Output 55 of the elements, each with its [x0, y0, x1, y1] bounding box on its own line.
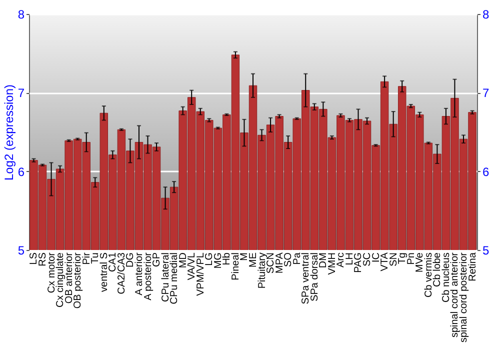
x-tick-label: SPa dorsal	[309, 252, 320, 302]
x-tick-label: CA1	[108, 252, 119, 272]
x-tick-label: A posterior	[142, 252, 154, 300]
x-tick-label: ME	[248, 252, 259, 268]
x-tick-label: Hb	[222, 252, 233, 266]
y2-tick-label: 8	[482, 8, 490, 22]
x-tick-label: SC	[362, 252, 374, 266]
x-tick-label: Pn	[406, 252, 417, 265]
y-tick-label: 5	[18, 244, 25, 258]
x-tick-label: Cb vermis	[423, 252, 434, 298]
x-tick-label: VMH	[326, 252, 338, 275]
y-tick-label: 6	[18, 164, 25, 179]
x-tick-label: LS	[28, 252, 40, 265]
y2-tick-label: 6	[482, 164, 490, 179]
x-tick-label: Retina	[467, 252, 478, 282]
x-tick-label: CPu medial	[169, 252, 180, 304]
x-tick-label: DG	[125, 252, 136, 268]
x-tick-label: MG	[212, 252, 224, 269]
x-tick-label: Pir	[81, 252, 92, 265]
x-tick-label: spinal cord anterior	[450, 252, 461, 338]
y2-tick-label: 5	[482, 244, 490, 258]
x-tick-label: ventral S	[98, 252, 110, 292]
x-tick-label: VTA	[380, 252, 391, 272]
x-tick-label: LG	[204, 252, 216, 266]
x-tick-label: Cb nucleus	[440, 252, 452, 303]
x-tick-label: RS	[38, 252, 49, 266]
x-tick-label: IC	[370, 252, 382, 262]
x-tick-label: Pa	[292, 252, 303, 265]
x-tick-label: OB anterior	[64, 252, 75, 304]
x-tick-label: Cx cingulate	[55, 252, 66, 308]
x-tick-label: CA2/CA3	[116, 252, 128, 294]
x-tick-label: M	[239, 252, 250, 261]
x-tick-label: A anterior	[134, 252, 145, 296]
y-axis-title: Log2 (expression)	[2, 84, 16, 181]
x-tick-label: MVe	[414, 252, 426, 273]
x-tick-label: Cb lobe	[432, 252, 444, 287]
x-tick-label: GP	[152, 252, 163, 267]
x-tick-label: VPM/VPL	[195, 252, 206, 296]
x-tick-label: Tu	[90, 252, 102, 264]
x-tick-label: Arc	[336, 252, 347, 268]
x-tick-label: MPA	[274, 252, 286, 274]
x-tick-label: PAG	[353, 252, 364, 273]
x-tick-label: Pituitary	[256, 252, 268, 289]
x-tick-label: Tg	[397, 252, 408, 264]
x-tick-label: LH	[344, 252, 356, 266]
x-tick-label: OB posterior	[72, 252, 84, 309]
y-tick-label: 8	[18, 8, 25, 22]
x-tick-label: spinal cord posterior	[458, 252, 470, 343]
x-tick-label: DM	[318, 252, 330, 268]
y2-tick-label: 7	[482, 86, 490, 100]
x-tick-label: Pineal	[230, 252, 242, 280]
x-tick-label: SN	[388, 252, 400, 266]
y-tick-label: 7	[18, 86, 25, 100]
x-tick-label: SCN	[266, 252, 277, 274]
x-tick-label: SO	[283, 252, 294, 267]
